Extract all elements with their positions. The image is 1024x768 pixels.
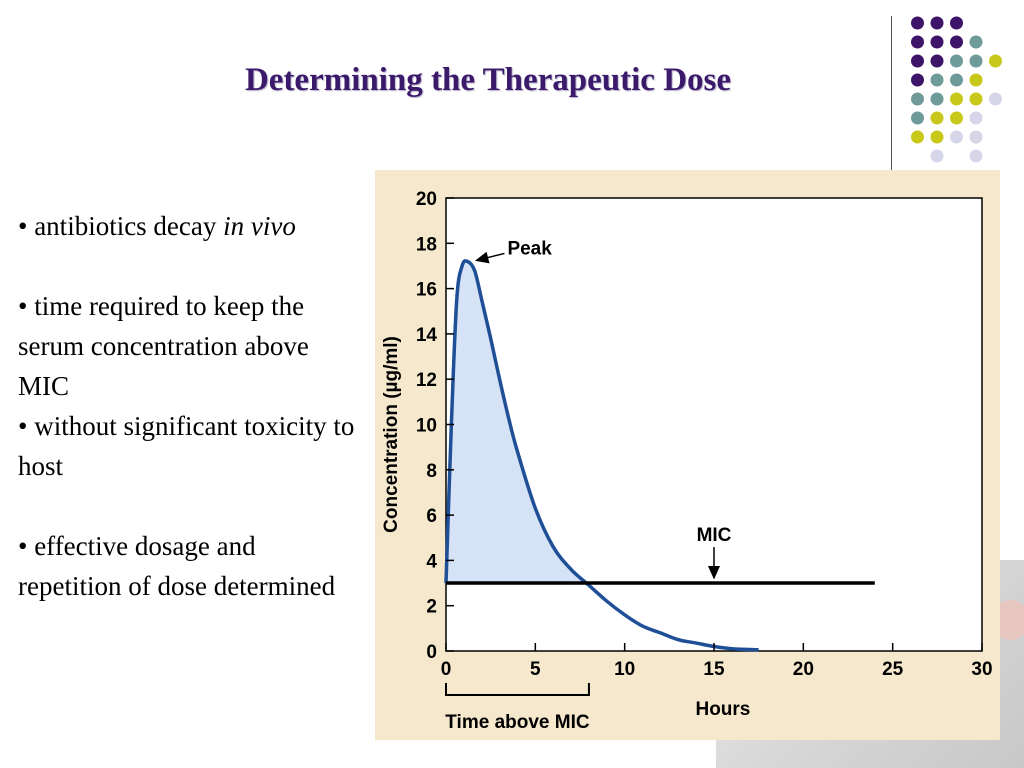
x-tick-label: 10 bbox=[614, 659, 635, 680]
decorative-dot bbox=[930, 149, 944, 163]
decorative-dot bbox=[989, 54, 1002, 68]
time-above-mic-label: Time above MIC bbox=[445, 712, 590, 733]
x-tick-label: 5 bbox=[530, 659, 541, 680]
y-tick-label: 2 bbox=[426, 597, 437, 618]
x-axis-label: Hours bbox=[695, 699, 750, 720]
y-tick-label: 4 bbox=[426, 551, 437, 572]
decorative-divider-line bbox=[891, 16, 892, 170]
concentration-chart: 0 5 10 15 20 25 30 0 2 4 6 8 10 12 14 16 18 20 Peak MIC T… bbox=[381, 189, 993, 733]
y-axis-label: Concentration (µg/ml) bbox=[381, 336, 402, 533]
peak-label: Peak bbox=[507, 238, 552, 259]
decorative-dot bbox=[969, 149, 983, 163]
decorative-dot bbox=[969, 35, 983, 49]
decorative-dot bbox=[911, 130, 924, 144]
decorative-dot bbox=[930, 35, 944, 49]
chart-panel: 0 5 10 15 20 25 30 0 2 4 6 8 10 12 14 16 18 20 Peak MIC T… bbox=[375, 170, 1000, 740]
y-tick-label: 18 bbox=[416, 234, 437, 255]
y-tick-label: 8 bbox=[426, 461, 437, 482]
x-tick-label: 20 bbox=[793, 659, 814, 680]
decorative-dot bbox=[950, 35, 963, 49]
decorative-dot bbox=[911, 111, 924, 125]
slide-title: Determining the Therapeutic Dose bbox=[244, 62, 732, 98]
x-tick-label: 30 bbox=[971, 659, 992, 680]
mic-label: MIC bbox=[697, 525, 732, 546]
y-tick-label: 14 bbox=[416, 325, 438, 346]
bullet-item-dosage: • effective dosage and repetition of dos… bbox=[18, 531, 336, 601]
bullet-item-toxicity: • without significant toxicity to host bbox=[18, 411, 355, 481]
time-above-mic-fill bbox=[446, 260, 589, 584]
bullet-item-decay: • antibiotics decay in vivo bbox=[18, 211, 296, 241]
x-tick-label: 0 bbox=[441, 659, 452, 680]
decorative-dot bbox=[950, 130, 963, 144]
decorative-dot bbox=[911, 16, 924, 30]
decorative-dot bbox=[969, 111, 983, 125]
decorative-dot bbox=[911, 35, 924, 49]
concentration-curve bbox=[444, 259, 759, 652]
decorative-dot bbox=[950, 111, 963, 125]
y-tick-label: 12 bbox=[416, 370, 437, 391]
y-tick-label: 10 bbox=[416, 416, 437, 437]
x-tick-label: 15 bbox=[703, 659, 725, 680]
decorative-dot bbox=[950, 16, 963, 30]
decorative-dot bbox=[930, 16, 944, 30]
decorative-dot bbox=[989, 92, 1002, 106]
decorative-dot bbox=[969, 130, 983, 144]
decorative-dot bbox=[930, 130, 944, 144]
y-tick-label: 0 bbox=[426, 642, 437, 663]
x-tick-label: 25 bbox=[882, 659, 904, 680]
y-tick-label: 16 bbox=[416, 280, 437, 301]
peak-arrow bbox=[474, 251, 505, 264]
bullet-list: • antibiotics decay in vivo • time requi… bbox=[18, 206, 358, 606]
time-above-mic-bracket bbox=[445, 683, 590, 696]
y-tick-label: 20 bbox=[416, 189, 437, 210]
y-tick-label: 6 bbox=[426, 506, 437, 527]
bullet-item-time: • time required to keep the serum concen… bbox=[18, 291, 309, 401]
decorative-dot bbox=[930, 111, 944, 125]
